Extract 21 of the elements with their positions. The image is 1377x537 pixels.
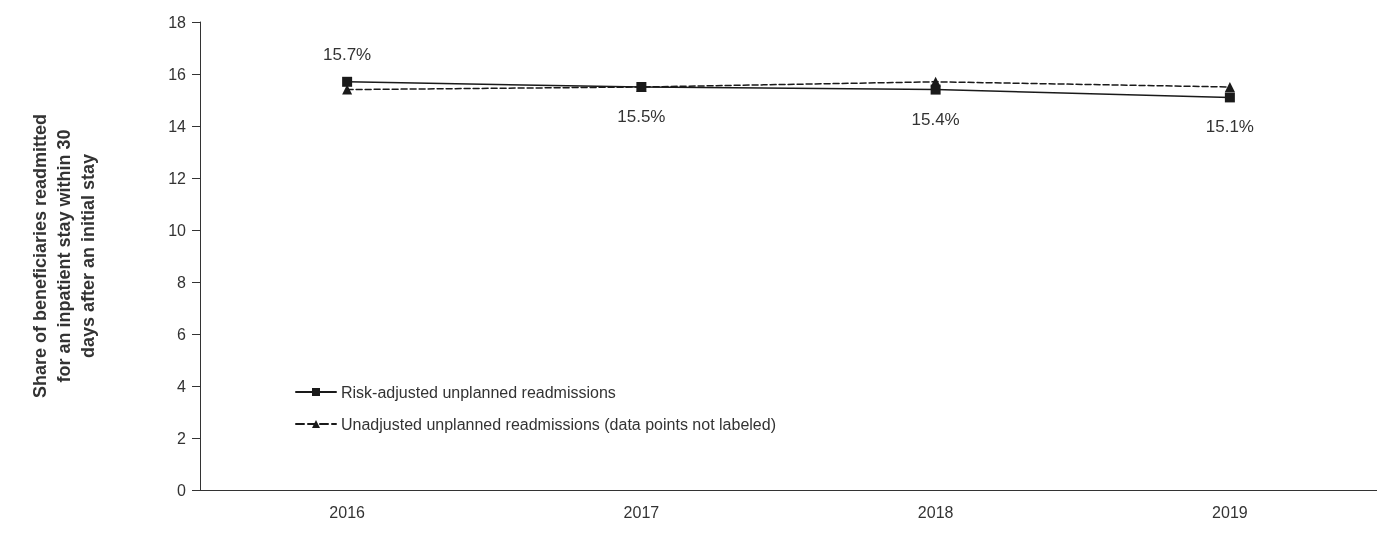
x-tick-label: 2016	[329, 503, 366, 521]
y-axis-title: Share of beneficiaries readmitted for an inpatient stay within 30 days after an initial stay	[30, 113, 98, 399]
y-tick-label: 8	[177, 273, 187, 291]
y-tick-label: 0	[177, 481, 187, 499]
y-tick-label: 4	[177, 377, 187, 395]
x-tick-label: 2017	[623, 503, 660, 521]
y-tick-label: 18	[168, 13, 187, 31]
data-label: 15.1%	[1205, 117, 1254, 137]
legend-label: Unadjusted unplanned readmissions (data points not labeled)	[341, 415, 776, 433]
legend-label: Risk-adjusted unplanned readmissions	[341, 383, 616, 401]
data-label: 15.4%	[911, 109, 960, 129]
x-tick-label: 2018	[917, 503, 954, 521]
y-tick-label: 6	[177, 325, 187, 343]
y-tick-label: 2	[177, 429, 187, 447]
y-tick-label: 16	[168, 65, 187, 83]
data-label: 15.5%	[617, 107, 666, 126]
y-tick-label: 10	[168, 221, 187, 239]
x-tick-label: 2019	[1212, 503, 1248, 521]
data-label: 15.7%	[323, 44, 372, 64]
y-tick-label: 14	[168, 117, 187, 135]
y-tick-label: 12	[168, 169, 187, 187]
